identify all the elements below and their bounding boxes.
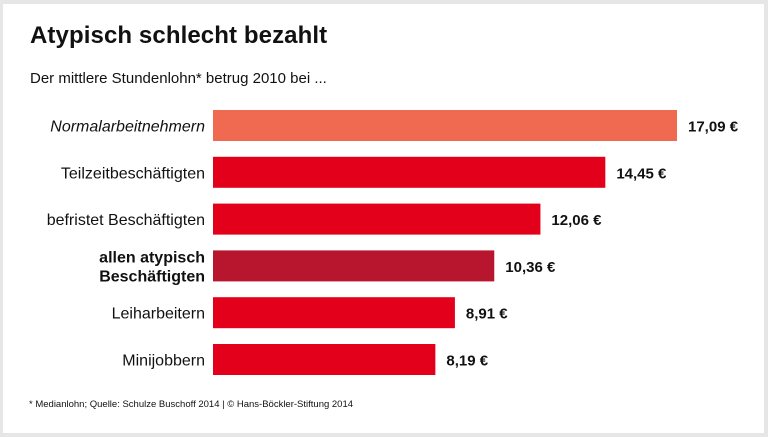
category-label: Leiharbeitern — [112, 306, 205, 323]
chart-subtitle: Der mittlere Stundenlohn* betrug 2010 be… — [30, 70, 327, 87]
bar-3 — [213, 203, 541, 235]
bar-6 — [213, 344, 436, 375]
value-label: 17,09 € — [688, 119, 739, 136]
bar-4 — [213, 250, 495, 282]
value-label: 12,06 € — [551, 212, 602, 229]
category-label: Teilzeitbeschäftigten — [61, 165, 205, 182]
category-label: allen atypisch Beschäftigten — [99, 249, 205, 285]
category-label: Normalarbeitnehmern — [50, 119, 205, 136]
value-label: 14,45 € — [616, 165, 667, 182]
bar-2 — [213, 156, 606, 188]
value-label: 10,36 € — [505, 259, 556, 276]
value-label: 8,91 € — [466, 306, 508, 323]
value-label: 8,19 € — [446, 353, 488, 370]
chart-title: Atypisch schlecht bezahlt — [30, 22, 328, 49]
category-label: befristet Beschäftigten — [47, 212, 205, 229]
chart-footnote: * Medianlohn; Quelle: Schulze Buschoff 2… — [29, 399, 354, 410]
bar-5 — [213, 297, 455, 329]
category-label: Minijobbern — [122, 353, 205, 370]
bar-1 — [213, 110, 677, 141]
